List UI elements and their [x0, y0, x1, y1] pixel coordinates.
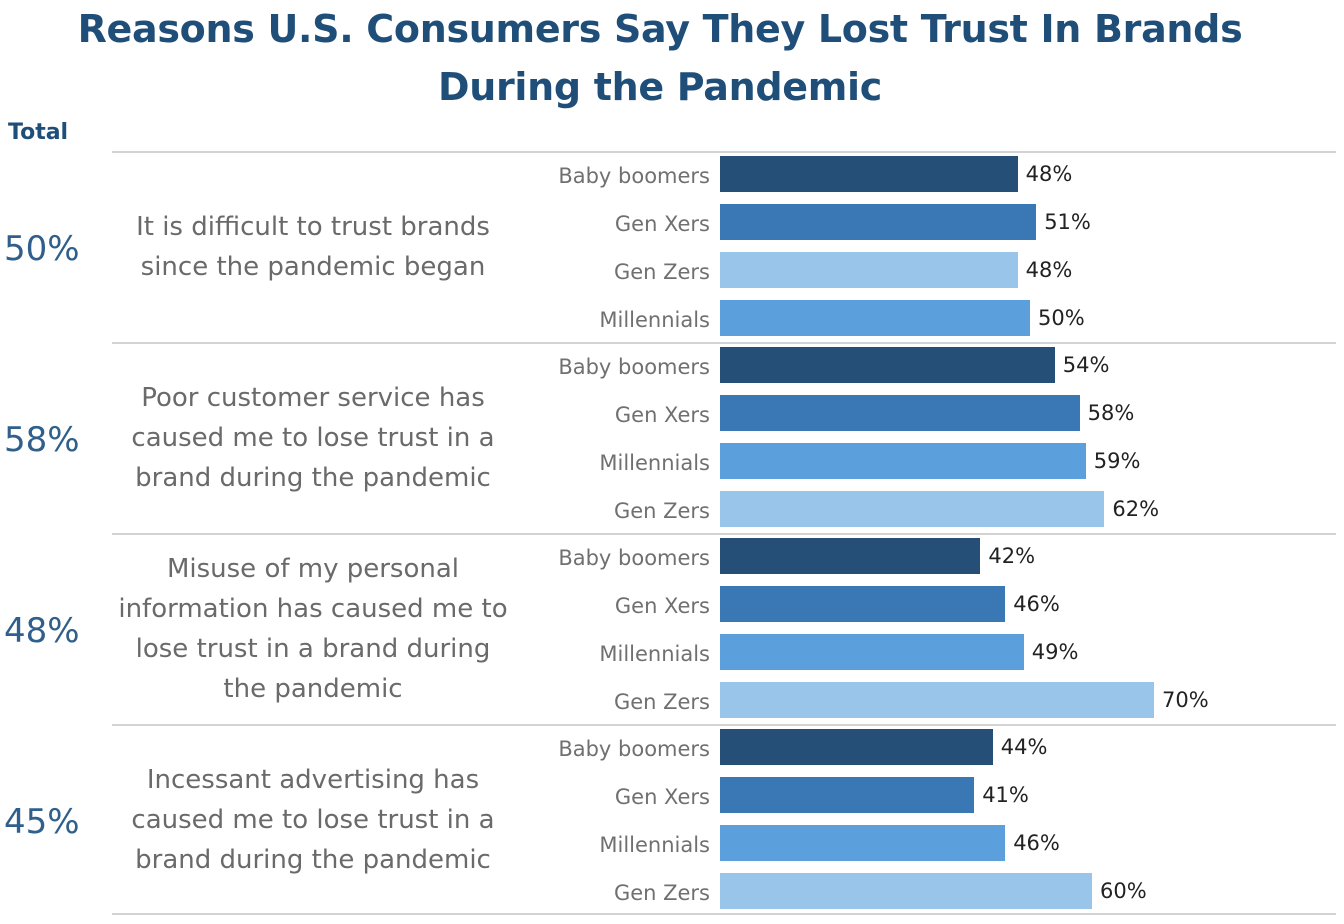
bar-value-label: 50% — [1038, 306, 1085, 330]
group-total-value: 45% — [4, 802, 80, 842]
category-label: Baby boomers — [558, 737, 710, 761]
category-label: Millennials — [599, 308, 710, 332]
total-column-header: Total — [8, 120, 69, 145]
category-label: Gen Zers — [613, 690, 710, 714]
category-label: Millennials — [599, 451, 710, 475]
bar-value-label: 49% — [1031, 640, 1079, 664]
bar-baby-boomers — [720, 347, 1055, 383]
bar-gen-xers — [720, 395, 1080, 431]
group-divider — [112, 724, 1336, 726]
bar-gen-zers — [720, 252, 1018, 288]
bar-gen-xers — [720, 777, 975, 813]
bar-value-label: 62% — [1112, 497, 1160, 521]
bar-value-label: 48% — [1025, 162, 1073, 186]
bar-gen-xers — [720, 586, 1006, 622]
bar-value-label: 42% — [988, 544, 1036, 568]
group-total-value: 50% — [4, 229, 80, 269]
bar-gen-zers — [720, 873, 1092, 909]
bar-value-label: 44% — [1000, 735, 1048, 759]
group-question-label: Poor customer service has caused me to l… — [131, 382, 495, 493]
group-total-value: 58% — [4, 420, 80, 460]
category-label: Gen Xers — [614, 403, 710, 427]
bar-gen-xers — [720, 204, 1037, 240]
category-label: Gen Xers — [614, 212, 710, 236]
bar-value-label: 60% — [1100, 879, 1147, 903]
category-label: Baby boomers — [558, 164, 710, 188]
category-label: Gen Xers — [614, 785, 710, 809]
group-question-label: Incessant advertising has caused me to l… — [131, 764, 495, 875]
category-label: Gen Zers — [613, 499, 710, 523]
group-divider — [112, 913, 1336, 915]
category-label: Gen Zers — [613, 881, 710, 905]
category-label: Gen Zers — [613, 260, 710, 284]
group-question-label: Misuse of my personal information has ca… — [118, 553, 508, 704]
bar-value-label: 46% — [1013, 592, 1060, 616]
bar-value-label: 70% — [1162, 688, 1209, 712]
bar-value-label: 51% — [1044, 210, 1091, 234]
bar-millennials — [720, 634, 1024, 670]
bar-value-label: 59% — [1093, 449, 1141, 473]
bar-baby-boomers — [720, 538, 981, 574]
category-label: Millennials — [599, 833, 710, 857]
bar-value-label: 58% — [1087, 401, 1135, 425]
category-label: Baby boomers — [558, 355, 710, 379]
bar-baby-boomers — [720, 156, 1018, 192]
bar-baby-boomers — [720, 729, 993, 765]
bar-gen-zers — [720, 491, 1105, 527]
bar-millennials — [720, 825, 1006, 861]
category-label: Gen Xers — [614, 594, 710, 618]
bar-value-label: 54% — [1062, 353, 1110, 377]
chart-title: Reasons U.S. Consumers Say They Lost Tru… — [77, 7, 1243, 109]
group-question-label: It is difficult to trust brands since th… — [136, 211, 490, 282]
group-divider — [112, 151, 1336, 153]
bar-millennials — [720, 443, 1086, 479]
category-label: Millennials — [599, 642, 710, 666]
bar-millennials — [720, 300, 1030, 336]
group-total-value: 48% — [4, 611, 80, 651]
bar-value-label: 48% — [1025, 258, 1073, 282]
bar-gen-zers — [720, 682, 1154, 718]
group-divider — [112, 342, 1336, 344]
bar-value-label: 46% — [1013, 831, 1060, 855]
group-divider — [112, 533, 1336, 535]
category-label: Baby boomers — [558, 546, 710, 570]
bar-value-label: 41% — [982, 783, 1029, 807]
